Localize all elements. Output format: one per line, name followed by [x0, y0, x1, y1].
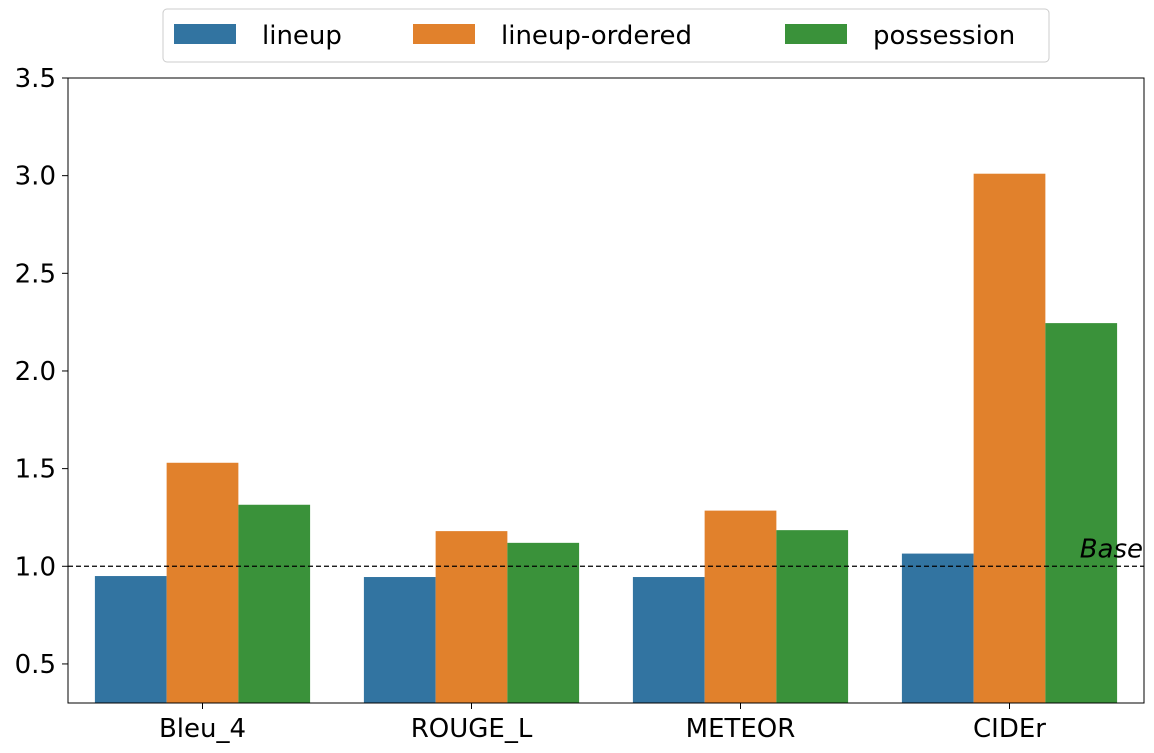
bar-lineup-Bleu_4 [94, 576, 167, 703]
x-tick-label: ROUGE_L [411, 714, 533, 744]
reference-line-group: Base [68, 534, 1144, 567]
x-tick-label: Bleu_4 [159, 714, 246, 744]
legend-label-possession: possession [873, 21, 1015, 51]
bar-lineup-CIDEr [901, 553, 974, 703]
bar-possession-ROUGE_L [507, 542, 580, 703]
bar-lineup-ROUGE_L [363, 577, 436, 703]
bar-lineup-ordered-ROUGE_L [435, 531, 508, 703]
legend-label-lineup-ordered: lineup-ordered [501, 21, 692, 51]
reference-line-label: Base [1080, 534, 1143, 564]
bar-possession-CIDEr [1045, 323, 1118, 703]
y-tick-label: 3.0 [15, 162, 56, 192]
bar-possession-Bleu_4 [238, 504, 311, 703]
y-tick-label: 2.5 [15, 259, 56, 289]
legend-swatch-possession [785, 24, 847, 44]
y-tick-label: 1.5 [15, 455, 56, 485]
bar-lineup-ordered-METEOR [704, 510, 777, 703]
legend: lineup lineup-ordered possession [162, 8, 1050, 63]
y-tick-label: 1.0 [15, 552, 56, 582]
x-tick-label: CIDEr [973, 714, 1046, 744]
bar-lineup-METEOR [632, 577, 705, 703]
x-axis: Bleu_4 ROUGE_L METEOR CIDEr [159, 703, 1046, 744]
bar-lineup-ordered-Bleu_4 [166, 462, 239, 703]
legend-swatch-lineup [174, 24, 236, 44]
legend-label-lineup: lineup [262, 21, 342, 51]
plot-frame [67, 77, 1145, 704]
legend-swatch-lineup-ordered [413, 24, 475, 44]
y-axis: 0.5 1.0 1.5 2.0 2.5 3.0 3.5 [15, 64, 68, 680]
bar-possession-METEOR [776, 530, 849, 703]
y-tick-label: 0.5 [15, 650, 56, 680]
bars-group [94, 173, 1118, 703]
legend-box [162, 8, 1050, 63]
x-tick-label: METEOR [686, 714, 796, 744]
y-tick-label: 3.5 [15, 64, 56, 94]
y-tick-label: 2.0 [15, 357, 56, 387]
bar-lineup-ordered-CIDEr [973, 173, 1046, 703]
